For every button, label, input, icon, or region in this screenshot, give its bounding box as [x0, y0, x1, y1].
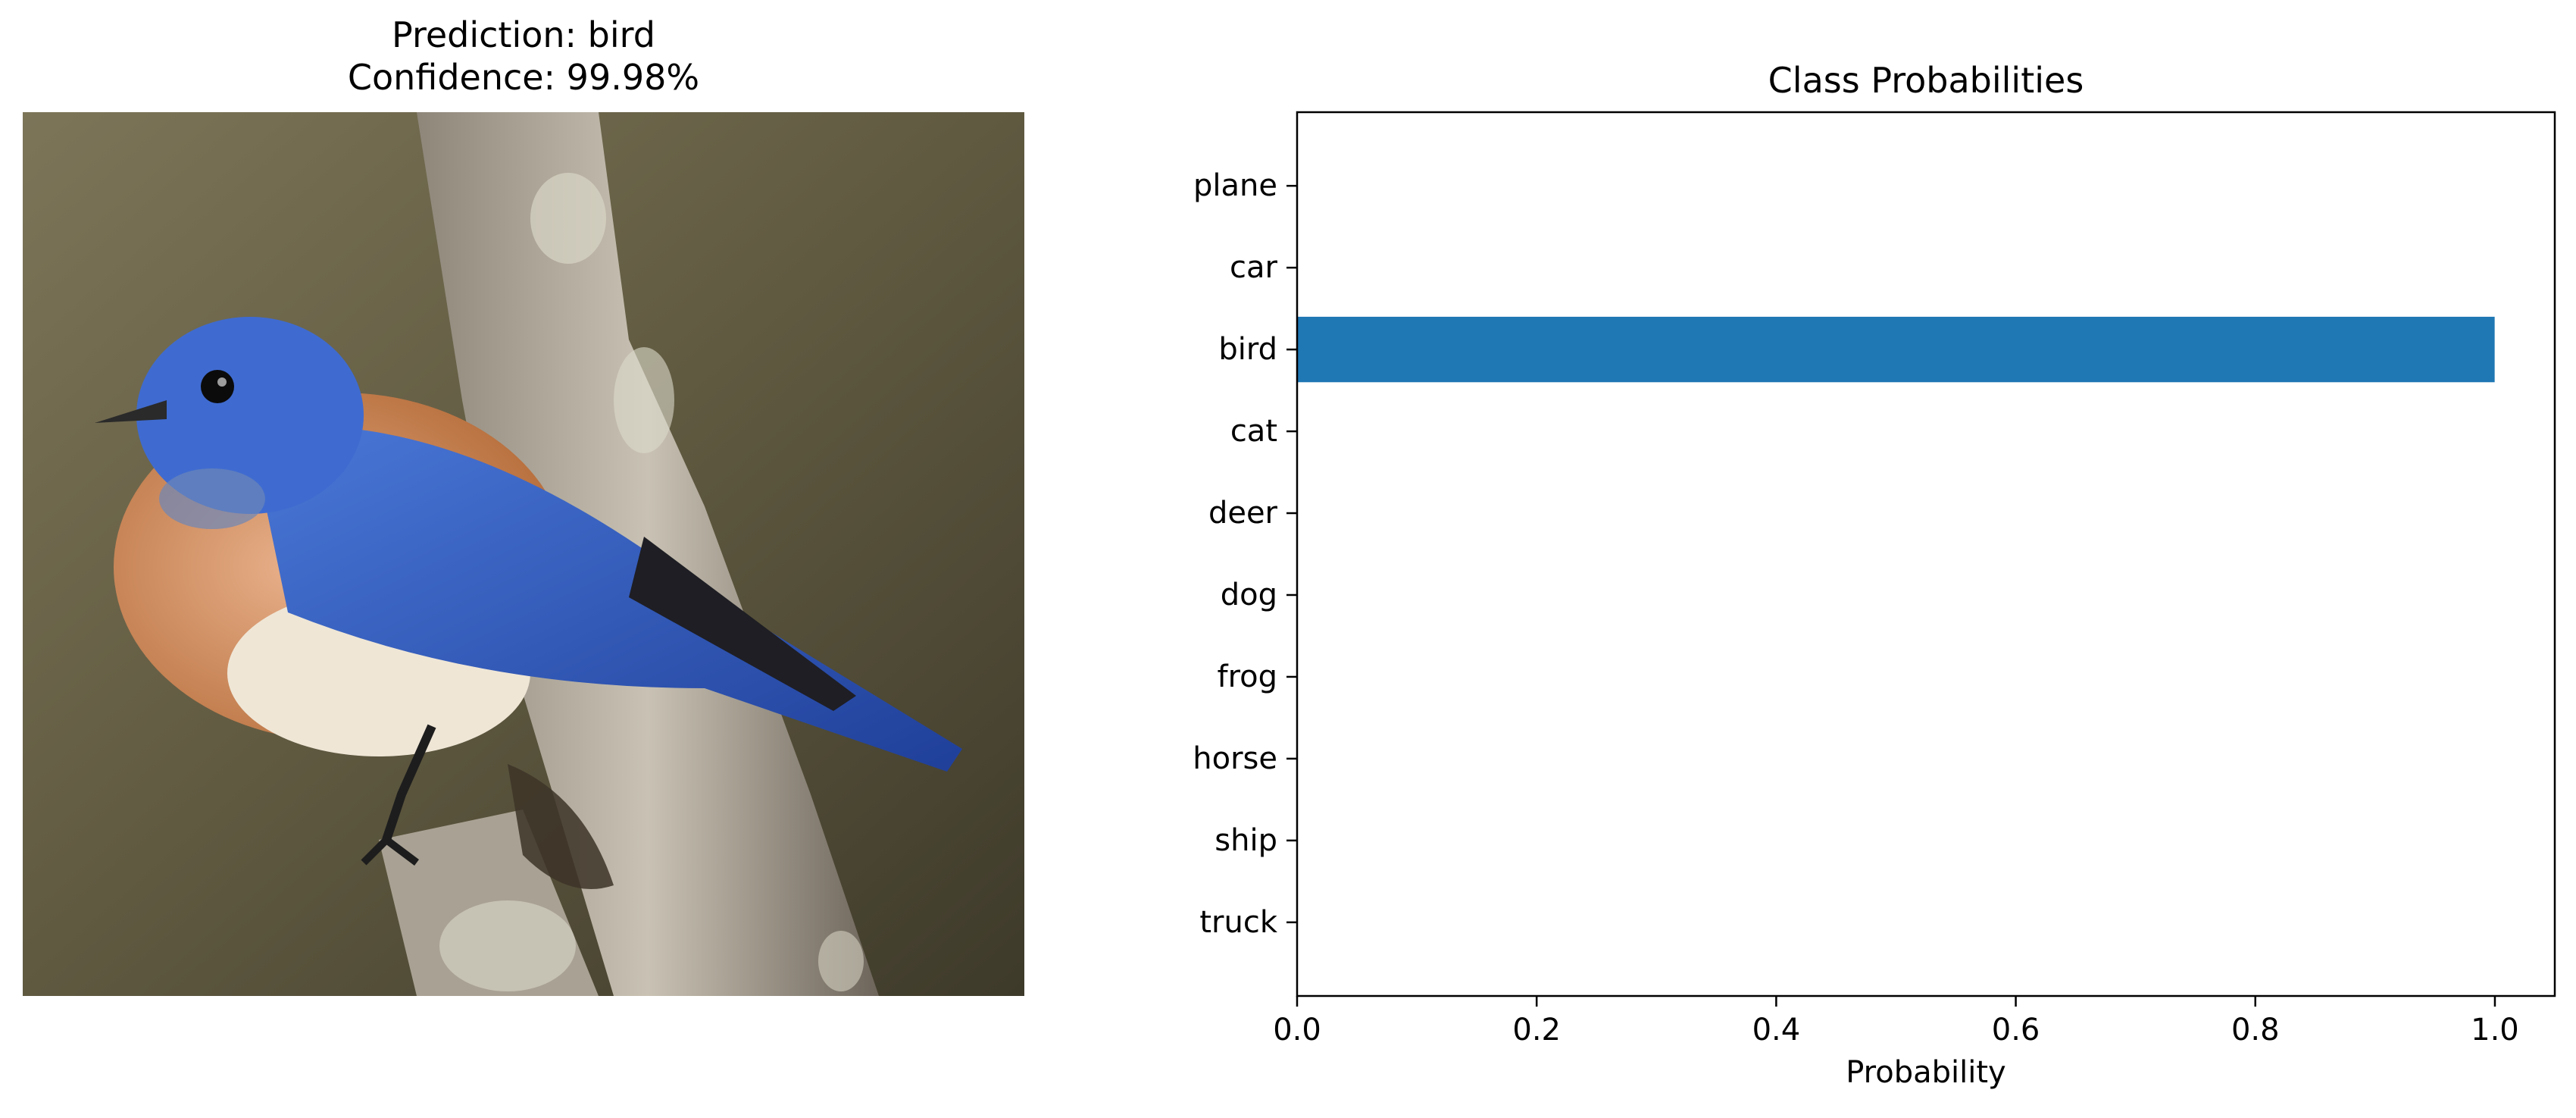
x-axis-label: Probability — [1846, 1055, 2005, 1090]
x-axis: 0.0 0.2 0.4 0.6 0.8 1.0 — [1273, 996, 2519, 1048]
x-tick-label-1.0: 1.0 — [2471, 1013, 2519, 1048]
y-tick-label-cat: cat — [1230, 414, 1277, 449]
bars-layer — [1297, 316, 2495, 383]
plot-frame — [1296, 111, 2556, 997]
x-tick-label-0.0: 0.0 — [1273, 1013, 1321, 1048]
y-tick-label-car: car — [1230, 250, 1278, 285]
y-tick-label-frog: frog — [1217, 659, 1277, 694]
y-tick-label-horse: horse — [1193, 741, 1277, 776]
prediction-label: Prediction: bird — [392, 14, 655, 55]
bar-bird — [1297, 316, 2495, 383]
y-axis: plane car bird cat deer dog frog horse ship truck — [1193, 168, 1297, 940]
bird-photo — [23, 112, 1024, 996]
x-tick-label-0.8: 0.8 — [2231, 1013, 2280, 1048]
prediction-title: Prediction: bird Confidence: 99.98% — [23, 14, 1024, 99]
y-tick-label-dog: dog — [1221, 578, 1277, 612]
x-tick-label-0.2: 0.2 — [1512, 1013, 1561, 1048]
y-tick-label-bird: bird — [1218, 332, 1277, 367]
y-tick-label-deer: deer — [1208, 496, 1278, 531]
chart-title: Class Probabilities — [1768, 60, 2084, 101]
y-tick-label-truck: truck — [1199, 905, 1277, 940]
confidence-label: Confidence: 99.98% — [347, 57, 700, 98]
y-tick-label-plane: plane — [1193, 168, 1277, 203]
x-tick-label-0.6: 0.6 — [1992, 1013, 2040, 1048]
x-tick-label-0.4: 0.4 — [1752, 1013, 1801, 1048]
y-tick-label-ship: ship — [1215, 823, 1277, 858]
